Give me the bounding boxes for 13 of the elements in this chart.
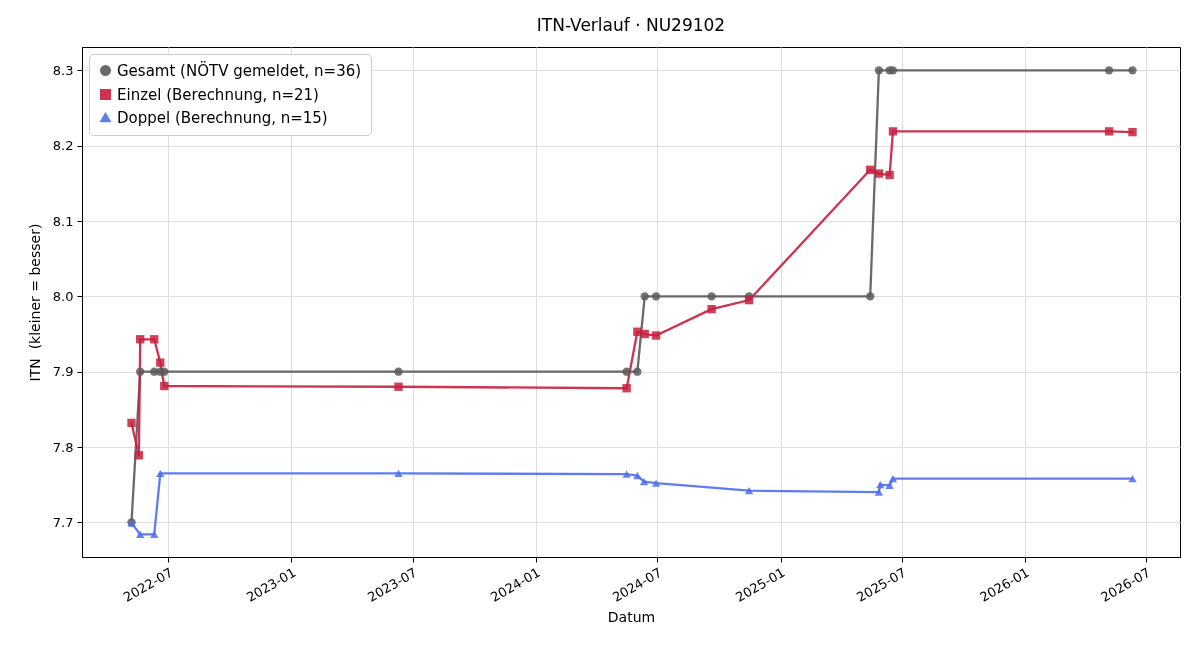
y-tick-label: 8.3	[52, 62, 74, 78]
y-tick-label: 8.2	[52, 138, 74, 154]
y-axis-title: ITN (kleiner = besser)	[26, 223, 43, 382]
chart-title: ITN-Verlauf · NU29102	[536, 15, 726, 35]
y-tick-label: 7.9	[52, 364, 74, 380]
x-axis-title: Datum	[607, 608, 656, 625]
legend-label: Einzel (Berechnung, n=21)	[117, 85, 319, 104]
y-tick-label: 8.1	[52, 213, 74, 229]
legend-label: Gesamt (NÖTV gemeldet, n=36)	[117, 60, 362, 80]
y-tick-label: 7.8	[52, 439, 74, 455]
y-tick-label: 8.0	[52, 288, 74, 304]
legend-label: Doppel (Berechnung, n=15)	[117, 108, 328, 127]
y-tick-label: 7.7	[52, 514, 74, 530]
